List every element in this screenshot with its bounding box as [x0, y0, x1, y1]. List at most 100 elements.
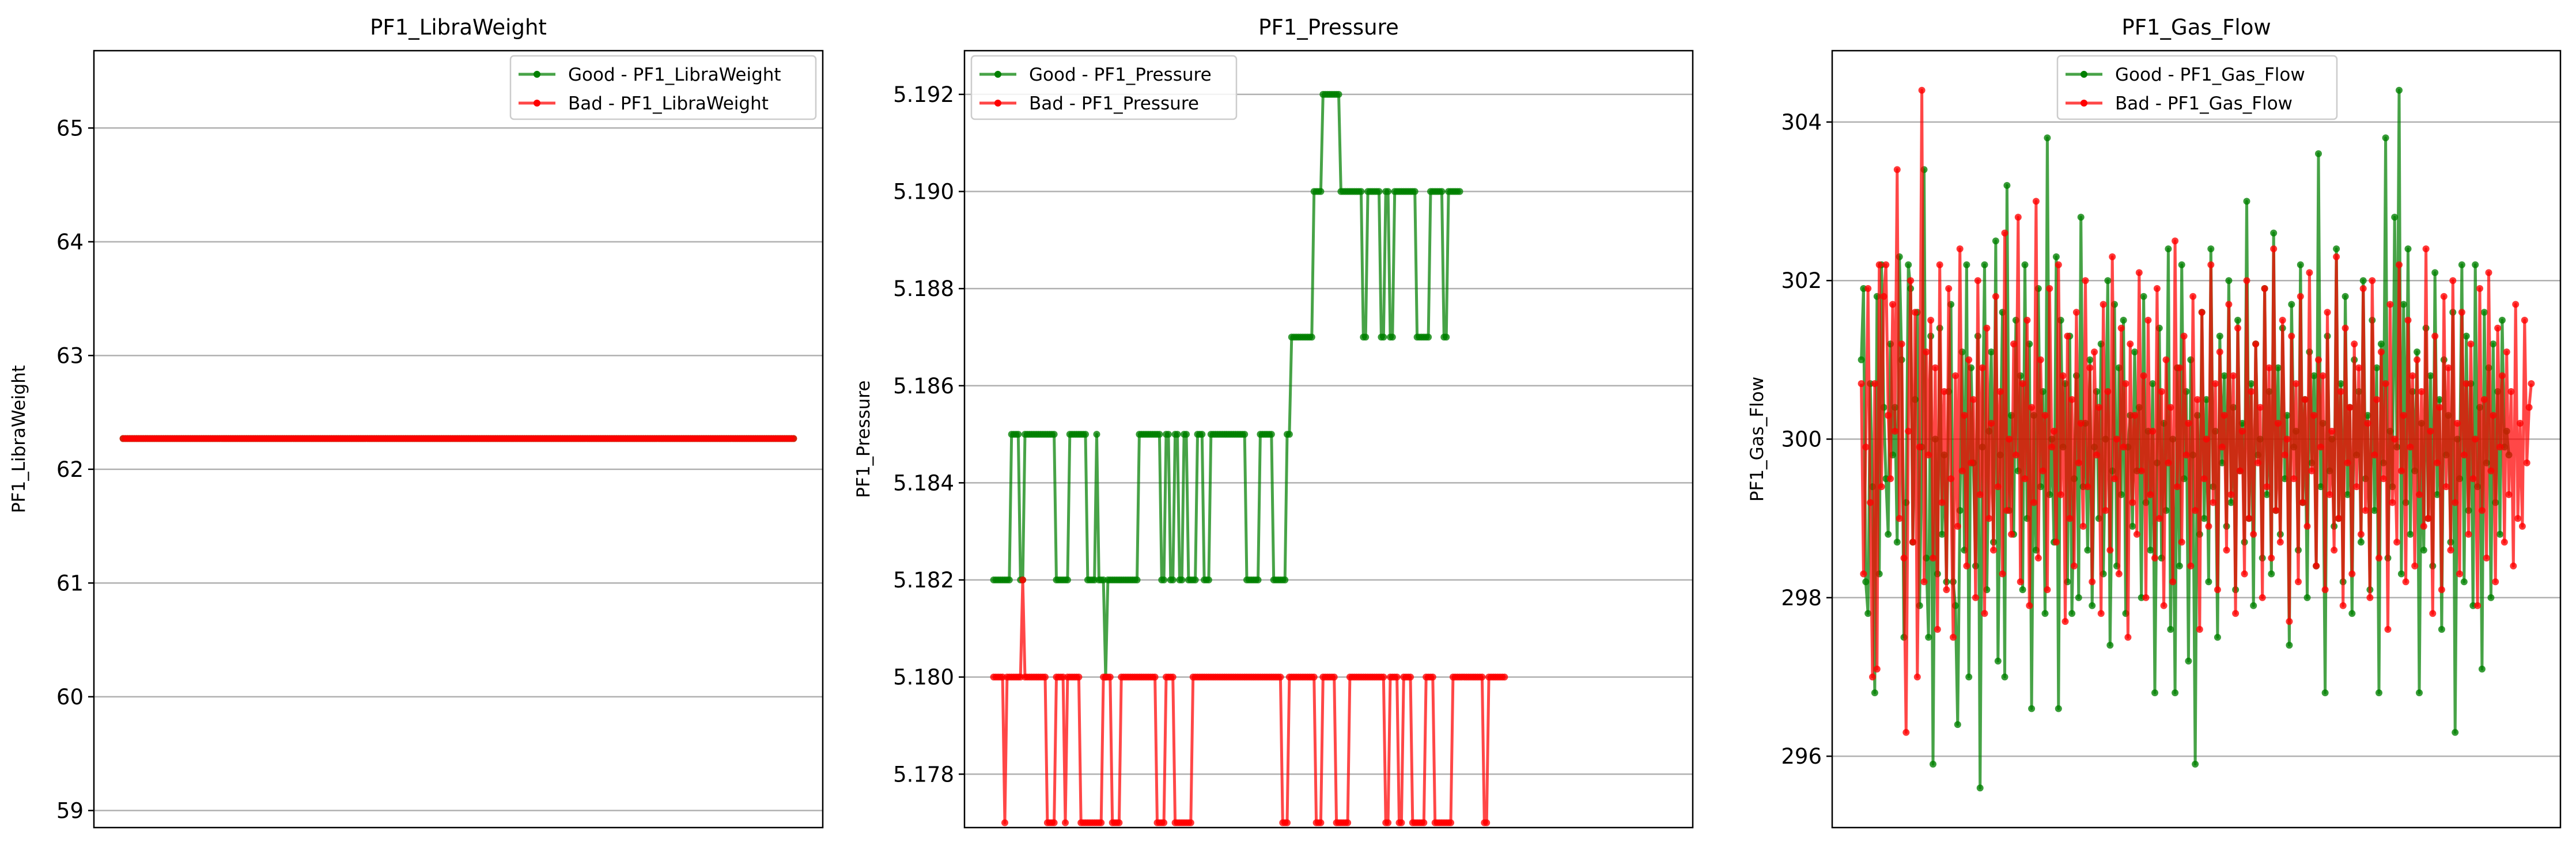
- data-point: [1425, 333, 1432, 341]
- data-point: [2178, 538, 2185, 546]
- data-point: [1887, 475, 1894, 483]
- data-point: [2498, 317, 2506, 324]
- data-point: [2348, 610, 2356, 617]
- data-point: [2044, 586, 2051, 593]
- data-point: [2010, 340, 2017, 348]
- data-point: [2189, 293, 2197, 300]
- data-point: [2364, 412, 2371, 419]
- data-point: [1191, 576, 1199, 583]
- data-point: [2203, 435, 2210, 443]
- data-point: [2028, 705, 2036, 712]
- data-point: [2055, 261, 2062, 268]
- data-point: [2275, 364, 2282, 371]
- data-point: [2333, 253, 2340, 260]
- data-point: [2127, 340, 2134, 348]
- series-bad: [990, 576, 1508, 826]
- data-point: [1898, 340, 1905, 348]
- data-point: [2272, 507, 2280, 514]
- data-point: [2117, 324, 2125, 332]
- data-point: [2276, 538, 2284, 546]
- data-point: [2313, 562, 2320, 570]
- data-point: [2373, 396, 2381, 403]
- data-point: [1885, 530, 1892, 538]
- data-point: [2059, 372, 2067, 380]
- data-point: [2149, 380, 2157, 388]
- data-point: [1407, 673, 1414, 681]
- data-point: [1483, 819, 1491, 826]
- data-point: [1974, 277, 1981, 284]
- data-point: [2478, 507, 2486, 514]
- data-point: [2427, 372, 2434, 380]
- data-point: [2474, 602, 2482, 609]
- data-point: [2326, 491, 2333, 498]
- data-point: [2232, 610, 2240, 617]
- data-point: [2339, 602, 2347, 609]
- data-point: [2418, 388, 2425, 395]
- data-point: [2382, 380, 2389, 388]
- data-point: [2227, 491, 2235, 498]
- data-point: [2151, 689, 2158, 696]
- y-tick-label: 60: [56, 685, 84, 710]
- data-point: [2041, 412, 2049, 419]
- data-point: [1115, 819, 1123, 826]
- data-point: [2496, 443, 2503, 451]
- data-point: [2032, 198, 2040, 205]
- legend: Good - PF1_LibraWeight Bad - PF1_LibraWei…: [509, 55, 817, 120]
- data-point: [1860, 570, 1867, 578]
- series-bad: [119, 435, 797, 442]
- data-point: [1357, 188, 1365, 195]
- data-point: [2068, 610, 2076, 617]
- data-point: [2234, 324, 2241, 332]
- data-point: [1916, 443, 1923, 451]
- data-point: [2440, 293, 2448, 300]
- data-point: [2492, 578, 2499, 586]
- data-point: [2068, 396, 2076, 403]
- data-point: [1187, 819, 1194, 826]
- data-point: [2172, 689, 2179, 696]
- data-point: [2198, 309, 2206, 316]
- data-point: [2052, 538, 2060, 546]
- data-point: [2142, 594, 2150, 601]
- data-point: [2160, 602, 2168, 609]
- data-point: [1443, 333, 1450, 341]
- y-tick-label: 5.178: [893, 762, 954, 787]
- data-point: [1983, 324, 1991, 332]
- data-point: [2416, 689, 2423, 696]
- data-point: [2396, 86, 2403, 94]
- data-point: [2129, 499, 2136, 506]
- data-point: [2026, 602, 2033, 609]
- data-point: [2207, 261, 2215, 268]
- data-point: [2472, 261, 2479, 268]
- data-point: [2104, 277, 2112, 284]
- data-point: [2079, 522, 2087, 530]
- data-point: [1106, 673, 1114, 681]
- data-point: [2028, 404, 2036, 411]
- data-point: [1858, 356, 1865, 363]
- data-point: [1893, 166, 1901, 173]
- data-point: [1042, 673, 1049, 681]
- data-point: [2084, 547, 2091, 554]
- data-point: [2359, 285, 2367, 292]
- data-point: [2243, 277, 2250, 284]
- data-point: [1151, 673, 1159, 681]
- data-point: [1050, 431, 1058, 438]
- data-point: [2375, 555, 2382, 562]
- data-point: [2218, 443, 2226, 451]
- data-point: [1456, 188, 1463, 195]
- data-point: [2436, 396, 2443, 403]
- data-point: [1961, 412, 1968, 419]
- data-point: [2286, 618, 2293, 625]
- legend-entry-label: Bad - PF1_LibraWeight: [568, 93, 769, 114]
- data-point: [2077, 420, 2085, 427]
- data-point: [2342, 293, 2349, 300]
- data-point: [2180, 332, 2188, 340]
- data-point: [2003, 182, 2011, 189]
- data-point: [2193, 396, 2201, 403]
- data-point: [2106, 642, 2114, 649]
- data-point: [2270, 245, 2278, 253]
- data-point: [1478, 673, 1486, 681]
- data-point: [1954, 522, 1961, 530]
- data-point: [2281, 452, 2288, 458]
- data-point: [2135, 269, 2143, 276]
- data-point: [2250, 602, 2257, 609]
